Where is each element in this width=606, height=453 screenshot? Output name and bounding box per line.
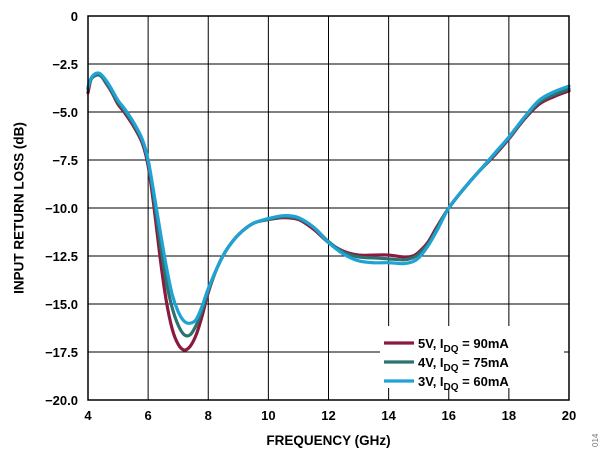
x-tick-labels: 4 6 8 10 12 14 16 18 20 — [84, 408, 576, 423]
x-axis-title: FREQUENCY (GHz) — [266, 433, 390, 448]
legend-label: 4V, IDQ = 75mA — [418, 355, 509, 374]
x-tick-label: 4 — [84, 408, 92, 423]
x-tick-label: 12 — [321, 408, 335, 423]
y-tick-label: −12.5 — [45, 249, 78, 264]
y-tick-label: 0 — [71, 9, 78, 24]
y-tick-label: −17.5 — [45, 345, 78, 360]
x-tick-label: 16 — [442, 408, 456, 423]
y-tick-labels: 0 −2.5 −5.0 −7.5 −10.0 −12.5 −15.0 −17.5 −20.0 — [45, 9, 78, 408]
y-tick-label: −10.0 — [45, 201, 78, 216]
x-tick-label: 18 — [502, 408, 516, 423]
x-tick-label: 6 — [145, 408, 152, 423]
y-tick-label: −20.0 — [45, 393, 78, 408]
series-line-3 — [86, 71, 571, 325]
y-axis-title: INPUT RETURN LOSS (dB) — [12, 122, 27, 294]
y-tick-label: −5.0 — [52, 105, 78, 120]
legend-label: 5V, IDQ = 90mA — [418, 336, 509, 355]
plot-frame — [87, 15, 570, 401]
series-lines — [86, 71, 571, 352]
x-tick-label: 10 — [261, 408, 275, 423]
y-tick-label: −2.5 — [52, 57, 78, 72]
y-tick-label: −7.5 — [52, 153, 78, 168]
legend-box — [380, 326, 564, 388]
y-tick-label: −15.0 — [45, 297, 78, 312]
x-tick-label: 14 — [381, 408, 396, 423]
figure-number: 014 — [591, 433, 600, 447]
x-tick-label: 20 — [562, 408, 576, 423]
x-tick-label: 8 — [205, 408, 212, 423]
legend-label: 3V, IDQ = 60mA — [418, 374, 509, 393]
